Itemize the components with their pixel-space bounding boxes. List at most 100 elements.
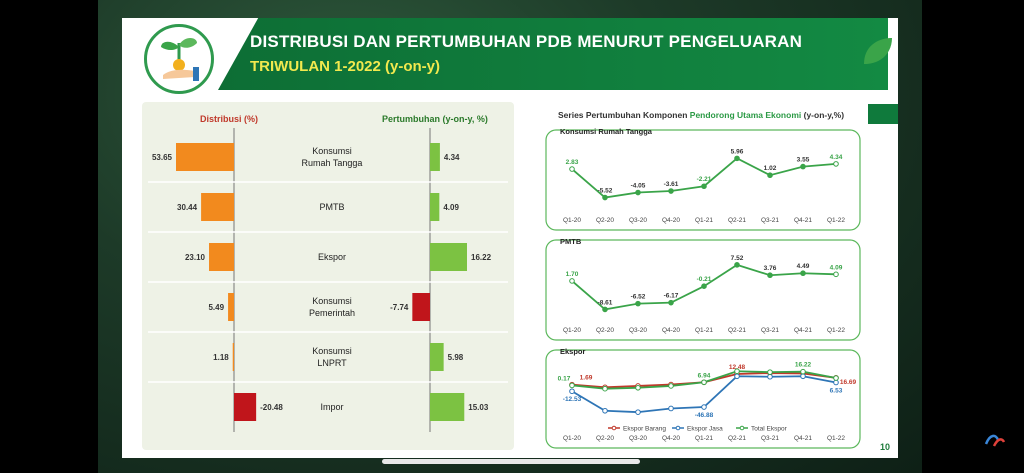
growth-plant-icon: [144, 24, 214, 94]
distribution-value-label: 30.44: [177, 203, 198, 212]
data-point: [701, 183, 707, 190]
distribution-growth-chart: Distribusi (%) Pertumbuhan (y-on-y, %) 5…: [148, 114, 508, 432]
category-label-line: Konsumsi: [312, 146, 352, 156]
line-chart-frame: [545, 349, 861, 449]
data-point: [767, 369, 773, 375]
data-point-label: -2.21: [697, 176, 712, 183]
category-label-line: PMTB: [319, 202, 344, 212]
x-tick-label: Q1-22: [827, 327, 845, 334]
series-title-tab: [868, 104, 898, 124]
growth-value-label: 15.03: [468, 403, 489, 412]
series-title-prefix: Series Pertumbuhan Komponen: [558, 110, 690, 120]
distribution-value-label: 23.10: [185, 253, 206, 262]
data-point-label: -4.05: [631, 183, 646, 190]
legend-label: Ekspor Barang: [623, 426, 666, 433]
x-tick-label: Q1-22: [827, 217, 845, 224]
distribution-bar: [176, 143, 234, 171]
x-tick-label: Q3-20: [629, 217, 647, 224]
distribution-header: Distribusi (%): [200, 114, 258, 124]
x-tick-label: Q1-20: [563, 435, 581, 442]
slide: DISTRIBUSI DAN PERTUMBUHAN PDB MENURUT P…: [122, 18, 898, 458]
distribution-bar: [209, 243, 234, 271]
x-tick-label: Q3-21: [761, 435, 779, 442]
legend-marker: [739, 425, 745, 431]
line-chart-title: PMTB: [560, 237, 582, 246]
x-tick-label: Q2-21: [728, 435, 746, 442]
data-point-label: 6.94: [698, 372, 711, 379]
data-point: [569, 278, 575, 284]
x-tick-label: Q2-21: [728, 327, 746, 334]
data-point-label: -6.17: [664, 293, 679, 300]
data-point-label: 3.55: [797, 157, 810, 164]
x-tick-label: Q1-20: [563, 217, 581, 224]
growth-bar: [430, 393, 465, 421]
x-tick-label: Q2-20: [596, 217, 614, 224]
data-point: [668, 383, 674, 389]
data-point-label: -5.52: [598, 188, 613, 195]
data-point-label: 6.53: [830, 387, 843, 394]
growth-bar: [430, 243, 467, 271]
data-point-label: 0.17: [558, 375, 571, 382]
growth-bar: [430, 143, 440, 171]
data-point: [635, 189, 641, 196]
x-tick-label: Q4-20: [662, 327, 680, 334]
data-point-label: 4.49: [797, 263, 810, 270]
x-tick-label: Q2-21: [728, 217, 746, 224]
line-chart-frame: [545, 129, 861, 231]
growth-value-label: 4.09: [443, 203, 459, 212]
distribution-value-label: 5.49: [208, 303, 224, 312]
category-label-line: Rumah Tangga: [302, 158, 363, 168]
data-point: [833, 271, 839, 278]
data-point-label: -6.52: [631, 294, 646, 301]
x-tick-label: Q2-20: [596, 435, 614, 442]
data-point: [800, 373, 806, 380]
category-label: Konsumsi LNPRT: [312, 346, 352, 368]
growth-value-label: 4.34: [444, 153, 460, 162]
x-tick-label: Q1-21: [695, 435, 713, 442]
home-indicator[interactable]: [382, 459, 640, 464]
x-tick-label: Q4-20: [662, 435, 680, 442]
x-tick-label: Q1-22: [827, 435, 845, 442]
data-point: [602, 306, 608, 313]
x-tick-label: Q4-20: [662, 217, 680, 224]
data-point: [800, 163, 806, 170]
series-growth-charts: Series Pertumbuhan Komponen Pendorong Ut…: [545, 104, 898, 449]
x-tick-label: Q4-21: [794, 435, 812, 442]
data-point: [668, 299, 674, 306]
data-point: [833, 375, 839, 381]
header-banner: [218, 18, 888, 90]
data-point: [833, 379, 839, 386]
distribution-growth-panel: Distribusi (%) Pertumbuhan (y-on-y, %) 5…: [142, 102, 514, 450]
distribution-bar: [234, 393, 257, 421]
series-title-highlight: Pendorong Utama Ekonomi: [690, 110, 801, 120]
category-label: Konsumsi Pemerintah: [309, 296, 355, 318]
growth-value-label: 5.98: [448, 353, 464, 362]
data-point: [668, 405, 674, 412]
growth-value-label: 16.22: [471, 253, 492, 262]
growth-header: Pertumbuhan (y-on-y, %): [382, 114, 488, 124]
legend-marker: [611, 425, 617, 431]
distribution-bar: [201, 193, 234, 221]
x-tick-label: Q1-21: [695, 217, 713, 224]
data-point: [767, 172, 773, 179]
data-point-label: 1.69: [580, 375, 593, 382]
data-point: [569, 388, 575, 395]
legend-label: Ekspor Jasa: [687, 426, 723, 433]
data-point: [569, 166, 575, 172]
leaf-icon: [864, 38, 892, 64]
x-tick-label: Q1-21: [695, 327, 713, 334]
legend-marker: [675, 425, 681, 431]
category-label-line: Konsumsi: [312, 346, 352, 356]
category-label-line: Pemerintah: [309, 308, 355, 318]
data-point-label: 3.76: [764, 265, 777, 272]
page-number: 10: [880, 442, 891, 452]
category-label-line: Ekspor: [318, 252, 346, 262]
category-label-line: LNPRT: [317, 358, 347, 368]
growth-bar: [412, 293, 430, 321]
page-subtitle: TRIWULAN 1-2022 (y-on-y): [250, 58, 441, 75]
series-title: Series Pertumbuhan Komponen Pendorong Ut…: [558, 110, 844, 120]
data-point: [833, 161, 839, 167]
data-point: [569, 382, 575, 389]
page-title: DISTRIBUSI DAN PERTUMBUHAN PDB MENURUT P…: [250, 32, 803, 51]
data-point: [734, 155, 740, 162]
